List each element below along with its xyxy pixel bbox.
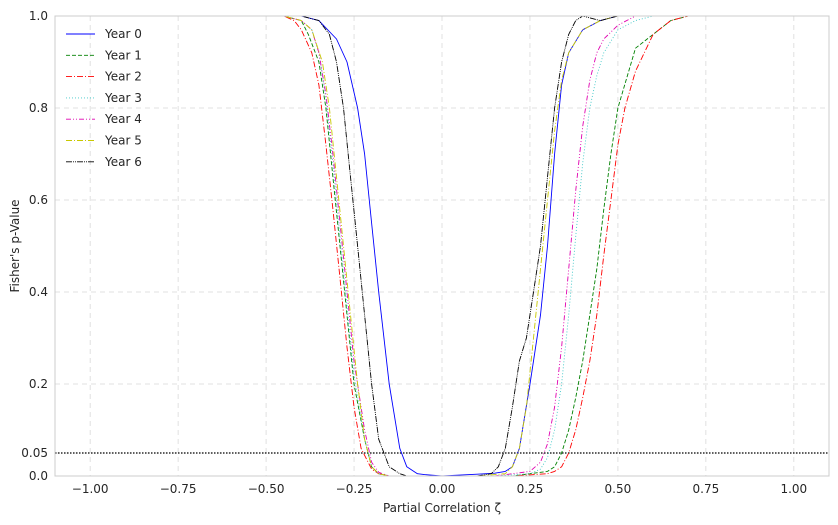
y-tick-label: 0.4	[29, 285, 48, 299]
x-tick-label: 1.00	[780, 482, 807, 496]
grid-lines	[55, 15, 829, 477]
y-tick-label: 0.05	[21, 446, 48, 460]
legend-entry-label: Year 3	[104, 91, 142, 105]
y-tick-label: 0.6	[29, 193, 48, 207]
y-tick-label: 0.0	[29, 469, 48, 483]
x-tick-label: 0.00	[429, 482, 456, 496]
x-tick-label: −1.00	[72, 482, 109, 496]
legend-entry-label: Year 1	[104, 48, 142, 62]
legend-entry-label: Year 6	[104, 155, 142, 169]
x-tick-label: 0.75	[693, 482, 720, 496]
series-line-year-6	[248, 15, 619, 477]
x-tick-labels: −1.00 −0.75 −0.50 −0.25 0.00 0.25 0.50 0.75 1.00	[72, 482, 807, 496]
x-tick-label: 0.25	[517, 482, 544, 496]
legend-entry-label: Year 5	[104, 134, 142, 148]
y-axis-label: Fisher's p-Value	[8, 199, 22, 292]
legend-entry-label: Year 4	[104, 112, 142, 126]
series-line-year-5	[230, 15, 636, 477]
legend-entry-label: Year 2	[104, 70, 142, 84]
series-line-year-3	[230, 15, 671, 477]
x-axis-label: Partial Correlation ζ	[383, 501, 501, 515]
y-tick-label: 1.0	[29, 9, 48, 23]
x-tick-label: 0.50	[605, 482, 632, 496]
y-tick-label: 0.8	[29, 101, 48, 115]
series-lines	[230, 15, 759, 477]
series-line-year-2	[230, 15, 724, 477]
series-line-year-1	[230, 15, 759, 477]
legend: Year 0 Year 1 Year 2 Year 3 Year 4 Year 5 Year…	[66, 27, 142, 169]
series-line-year-0	[248, 15, 654, 477]
y-tick-labels: 0.0 0.05 0.2 0.4 0.6 0.8 1.0	[21, 9, 48, 483]
legend-entry-label: Year 0	[104, 27, 142, 41]
x-tick-label: −0.50	[248, 482, 285, 496]
y-tick-label: 0.2	[29, 377, 48, 391]
x-tick-label: −0.25	[336, 482, 373, 496]
x-tick-label: −0.75	[160, 482, 197, 496]
plot-frame	[54, 15, 830, 477]
